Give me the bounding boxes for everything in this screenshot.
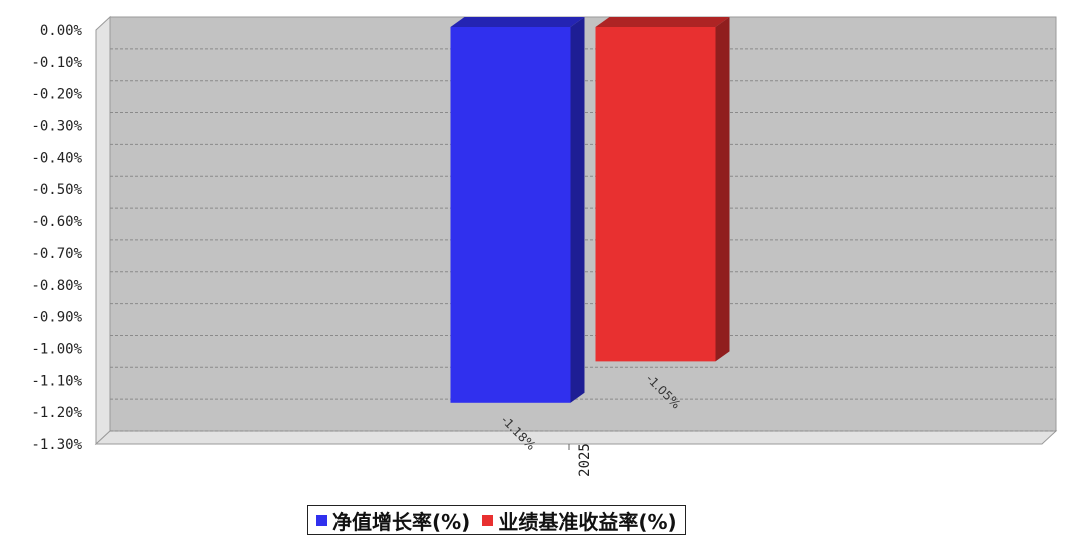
y-tick-label: -0.90% [31,310,82,326]
bar-top-face [450,17,585,27]
legend-swatch-benchmark [482,514,494,526]
y-tick-label: -1.00% [31,341,82,357]
y-tick-label: -0.20% [31,87,82,103]
bar-side-face [570,17,585,403]
legend-label-benchmark: 业绩基准收益率(%) [498,509,677,534]
y-tick-label: -1.30% [31,437,82,453]
legend-label-nav-growth: 净值增长率(%) [332,509,471,534]
legend-item-nav-growth: 净值增长率(%) [316,506,470,535]
x-tick-label: 2025 [577,443,593,477]
legend-item-benchmark: 业绩基准收益率(%) [482,506,677,535]
y-tick-label: -0.40% [31,150,82,166]
y-tick-label: -1.20% [31,405,82,421]
plot-floor [94,430,1058,445]
y-tick-label: -0.10% [31,55,82,71]
legend-swatch-nav-growth [316,514,327,526]
y-tick-label: -0.70% [31,246,82,262]
bar [450,27,571,403]
plot-side-wall [95,15,111,446]
y-tick-label: -1.10% [31,373,82,389]
y-tick-label: -0.50% [31,182,82,198]
bar-top-face [595,17,730,27]
y-tick-label: -0.30% [31,119,82,135]
bar [595,27,716,362]
y-axis-ticks: 0.00% -0.10% -0.20% -0.30% -0.40% -0.50% -0.60… [31,23,82,453]
x-axis-ticks: 2025 [568,443,593,477]
y-tick-label: 0.00% [40,23,83,39]
y-tick-label: -0.60% [31,214,82,230]
y-tick-label: -0.80% [31,278,82,294]
bar-side-face [715,17,730,362]
legend: 净值增长率(%) 业绩基准收益率(%) [307,505,686,535]
bars: -1.18%-1.05% [450,17,730,453]
